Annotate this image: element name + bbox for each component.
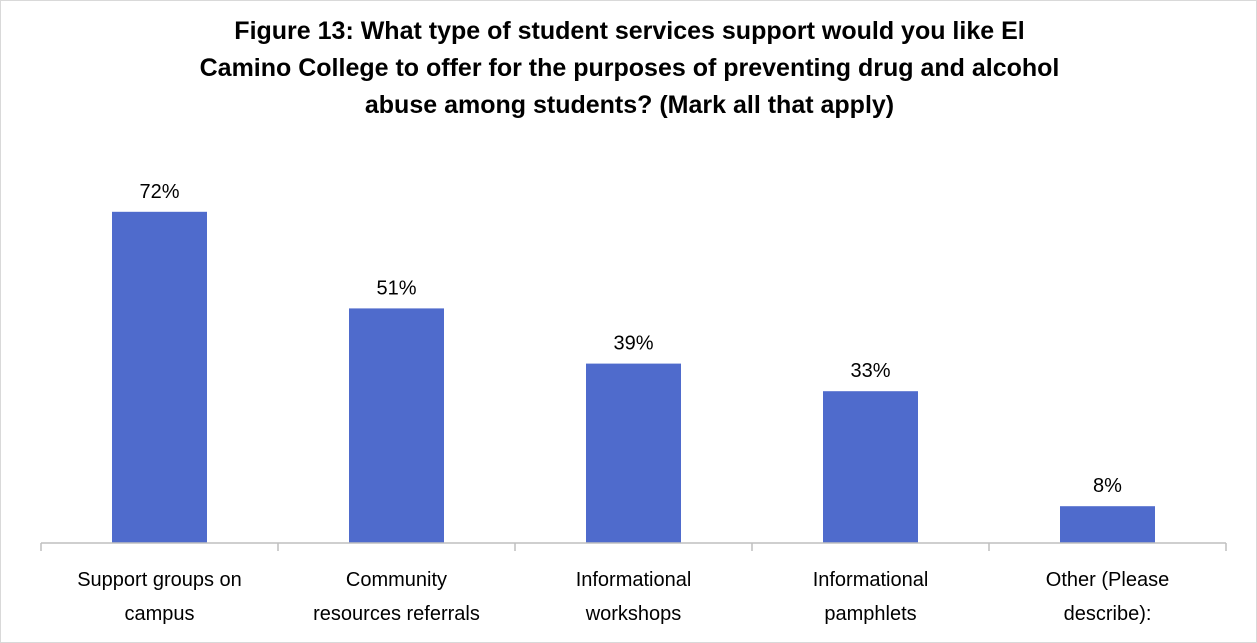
chart-title-line-3: abuse among students? (Mark all that app… [364,91,895,119]
data-label: 39% [613,333,653,355]
chart-title-line-2: Camino College to offer for the purposes… [199,54,1060,82]
x-tick-label: Support groups on [77,569,242,591]
x-tick-label: Community [346,569,447,591]
data-label: 72% [139,181,179,203]
x-tick-label: Other (Please [1046,569,1169,591]
bar [586,363,681,543]
x-tick-label: describe): [1064,603,1152,625]
x-tick-label: Informational [576,569,692,591]
chart-title-line-1: Figure 13: What type of student services… [234,17,1025,45]
bar [349,308,444,543]
x-tick-label: pamphlets [824,603,916,625]
x-tick-label: campus [124,603,194,625]
x-tick-label: resources referrals [313,603,480,625]
data-label: 8% [1093,475,1122,497]
bar [823,391,918,543]
x-tick-label: workshops [585,603,682,625]
x-tick-label: Informational [813,569,929,591]
bar [1060,506,1155,543]
bar [112,211,207,544]
data-label: 51% [376,277,416,299]
data-label: 33% [850,360,890,382]
chart-title: Figure 13: What type of student services… [61,13,1198,124]
